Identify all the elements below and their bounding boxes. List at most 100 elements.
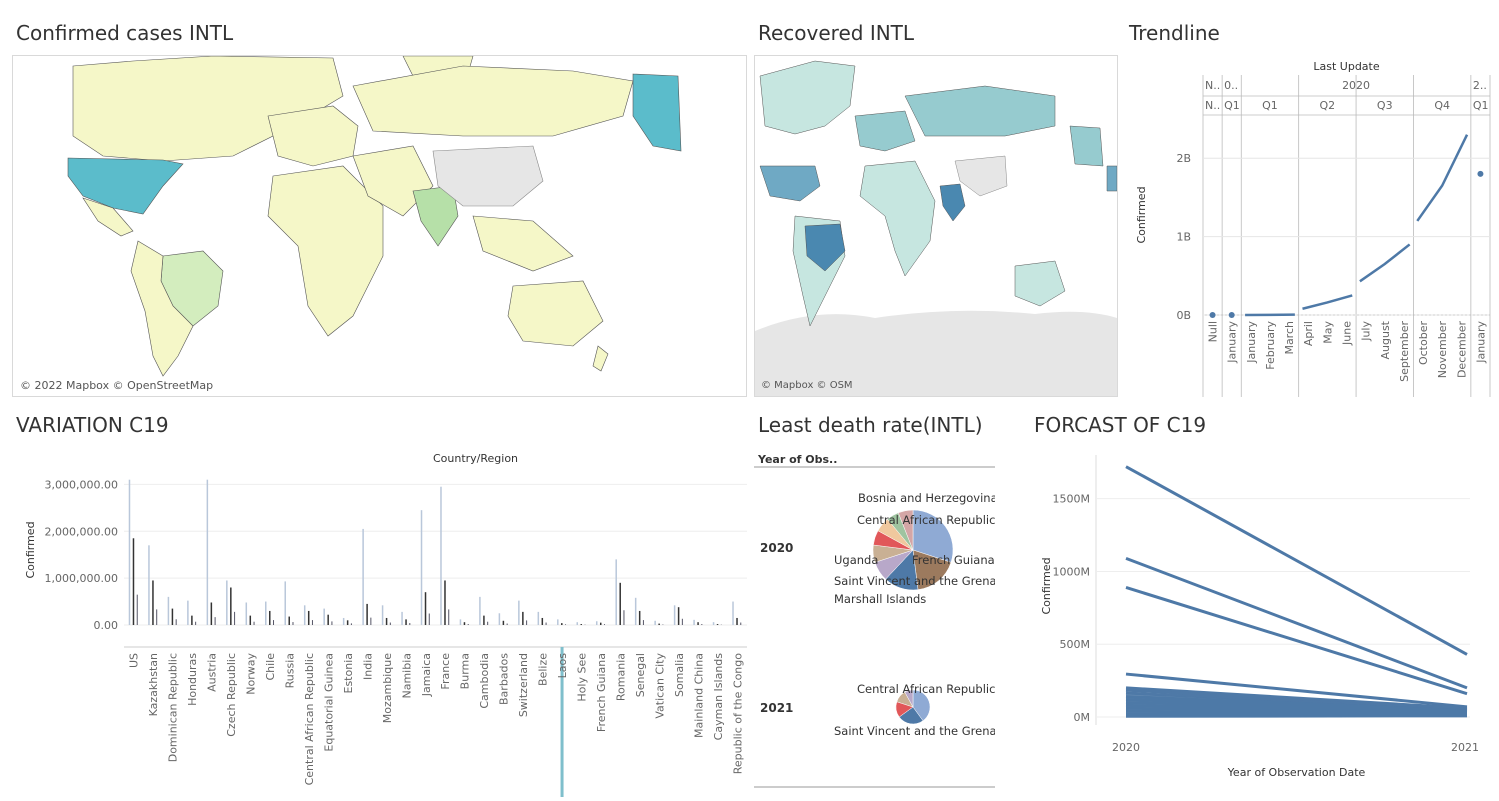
variation-bar-light bbox=[518, 601, 520, 625]
variation-bar-minor bbox=[234, 612, 235, 625]
variation-bar-minor bbox=[448, 609, 449, 625]
variation-bar-dark bbox=[619, 583, 621, 625]
variation-bar-minor bbox=[409, 623, 410, 625]
trendline-quarter-label: Q1 bbox=[1473, 99, 1489, 112]
variation-bar-minor bbox=[565, 624, 566, 625]
least-death-label: Bosnia and Herzegovina bbox=[858, 491, 998, 505]
variation-x-label: Somalia bbox=[673, 653, 686, 697]
forecast-line-0 bbox=[1126, 467, 1467, 655]
variation-bar-dark bbox=[172, 609, 174, 625]
least-death-row-header: Year of Obs.. bbox=[757, 453, 837, 466]
variation-bar-light bbox=[304, 605, 306, 625]
forecast-y-label: Confirmed bbox=[1040, 557, 1053, 614]
variation-bar-dark bbox=[561, 623, 563, 625]
least-death-label: Saint Vincent and the Grenac bbox=[834, 724, 999, 738]
variation-bar-dark bbox=[230, 588, 232, 626]
variation-bar-light bbox=[343, 618, 345, 625]
variation-bar-minor bbox=[682, 619, 683, 625]
variation-bar-minor bbox=[176, 619, 177, 625]
variation-bar-light bbox=[654, 621, 656, 625]
variation-x-label: Estonia bbox=[342, 653, 355, 694]
recovered-map-credit: © Mapbox © OSM bbox=[761, 380, 853, 391]
trendline-y-label: Confirmed bbox=[1135, 186, 1148, 243]
variation-y-tick: 1,000,000.00 bbox=[45, 572, 118, 585]
variation-y-tick: 2,000,000.00 bbox=[45, 525, 118, 538]
variation-bar-minor bbox=[507, 624, 508, 625]
forecast-title: FORCAST OF C19 bbox=[1034, 413, 1206, 437]
recovered-map-svg bbox=[755, 56, 1117, 396]
recovered-map[interactable]: © Mapbox © OSM bbox=[754, 55, 1118, 397]
variation-bar-dark bbox=[288, 617, 290, 625]
variation-bar-light bbox=[635, 598, 637, 625]
variation-bar-dark bbox=[211, 603, 213, 626]
trendline-segment-3 bbox=[1302, 295, 1352, 308]
trendline-x-label: December bbox=[1455, 321, 1468, 379]
trendline-quarter-label: Q1 bbox=[1224, 99, 1240, 112]
variation-x-label: France bbox=[439, 653, 452, 690]
variation-svg: Country/Region0.001,000,000.002,000,000.… bbox=[12, 445, 752, 797]
variation-bar-dark bbox=[717, 624, 719, 625]
variation-bar-light bbox=[596, 621, 598, 625]
trendline-title: Trendline bbox=[1129, 21, 1220, 45]
trendline-x-label: April bbox=[1302, 321, 1315, 346]
variation-bar-dark bbox=[464, 622, 466, 625]
trendline-x-label: January bbox=[1226, 321, 1239, 364]
variation-bar-dark bbox=[152, 580, 154, 625]
variation-bar-light bbox=[615, 559, 617, 625]
variation-bar-light bbox=[207, 480, 209, 625]
variation-x-label: Vatican City bbox=[653, 653, 666, 719]
variation-bar-light bbox=[499, 613, 501, 625]
variation-bar-minor bbox=[740, 623, 741, 625]
variation-bar-light bbox=[440, 487, 442, 625]
trendline-quarter-label: Q2 bbox=[1320, 99, 1336, 112]
trendline-x-label: November bbox=[1436, 321, 1449, 379]
variation-bar-minor bbox=[273, 620, 274, 625]
variation-x-label: Romania bbox=[614, 653, 627, 701]
variation-bar-dark bbox=[542, 618, 544, 625]
variation-x-label: Burma bbox=[459, 653, 472, 689]
variation-bar-minor bbox=[370, 618, 371, 625]
variation-bar-minor bbox=[137, 595, 138, 625]
trendline-x-label: August bbox=[1379, 320, 1392, 359]
variation-bar-dark bbox=[581, 624, 583, 625]
variation-bar-minor bbox=[623, 610, 624, 625]
least-death-label: Saint Vincent and the Grenac bbox=[834, 574, 999, 588]
confirmed-cases-map[interactable]: © 2022 Mapbox © OpenStreetMap bbox=[12, 55, 747, 397]
trendline-y-tick: 2B bbox=[1176, 152, 1191, 165]
variation-x-label: Barbados bbox=[498, 653, 511, 705]
variation-bar-dark bbox=[269, 611, 271, 625]
variation-bar-dark bbox=[600, 623, 602, 625]
variation-bar-light bbox=[732, 602, 734, 625]
variation-x-label: Honduras bbox=[186, 653, 199, 706]
least-death-label: Uganda bbox=[834, 553, 878, 567]
variation-x-label: Chile bbox=[264, 653, 277, 681]
variation-bar-minor bbox=[429, 614, 430, 625]
forecast-x-tick: 2020 bbox=[1112, 741, 1140, 754]
trendline-y-tick: 1B bbox=[1176, 231, 1191, 244]
variation-x-label: Mozambique bbox=[381, 653, 394, 723]
variation-bar-dark bbox=[250, 616, 252, 625]
variation-bar-light bbox=[577, 622, 579, 625]
forecast-x-tick: 2021 bbox=[1451, 741, 1479, 754]
variation-x-label: Norway bbox=[245, 653, 258, 695]
variation-bar-minor bbox=[254, 622, 255, 625]
forecast-y-tick: 0M bbox=[1074, 711, 1091, 724]
trendline-quarter-label: Q4 bbox=[1434, 99, 1450, 112]
trendline-x-label: September bbox=[1398, 321, 1411, 382]
trendline-x-label: March bbox=[1283, 321, 1296, 355]
variation-x-label: Belize bbox=[537, 653, 550, 686]
trendline-x-label: January bbox=[1474, 321, 1487, 364]
trendline-point-6 bbox=[1477, 171, 1483, 177]
forecast-y-tick: 500M bbox=[1060, 638, 1091, 651]
trendline-x-label: May bbox=[1321, 321, 1334, 344]
variation-bar-minor bbox=[546, 623, 547, 625]
variation-bar-minor bbox=[487, 622, 488, 625]
variation-bar-light bbox=[557, 619, 559, 625]
trendline-x-label: July bbox=[1360, 321, 1373, 342]
trendline-x-label: Null bbox=[1207, 321, 1220, 342]
